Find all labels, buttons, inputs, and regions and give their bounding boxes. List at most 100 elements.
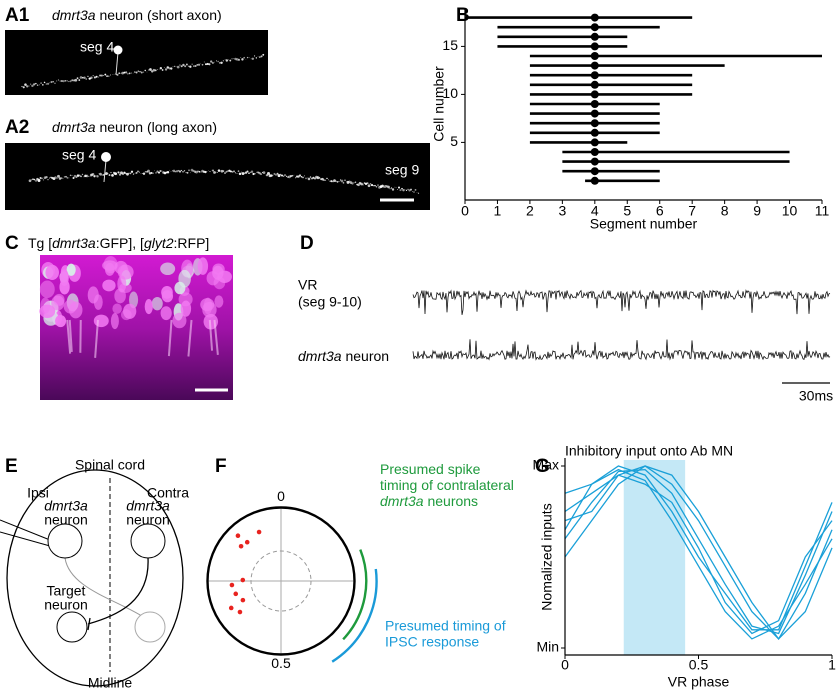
axon-dot: [231, 171, 234, 173]
phase-point: [238, 543, 244, 549]
axon-dot: [238, 172, 242, 176]
process: [66, 319, 72, 354]
axon-dot: [166, 66, 170, 69]
axon-dot: [161, 69, 164, 71]
axon-dot: [72, 176, 75, 179]
axon-dot: [353, 182, 355, 184]
axon-dot: [62, 178, 64, 180]
soma-position: [590, 109, 599, 118]
cell-body: [160, 306, 172, 321]
axon-dot: [156, 69, 158, 70]
x-tick-label: 11: [815, 203, 830, 219]
annotation: IPSC response: [385, 634, 479, 650]
text-run: dmrt3a: [298, 348, 342, 364]
panel-label: B: [456, 5, 470, 26]
axon-dot: [257, 55, 259, 57]
axon-dot: [36, 84, 39, 86]
axon-dot: [179, 64, 181, 66]
axon-dot: [346, 181, 347, 182]
axon-dot: [184, 65, 187, 68]
axon-dot: [172, 66, 174, 68]
neuron-label: dmrt3a: [126, 498, 170, 514]
cell-body: [59, 269, 69, 286]
axon-dot: [168, 67, 171, 70]
axon-dot: [267, 171, 270, 175]
axon-dot: [275, 174, 277, 176]
soma-position: [590, 119, 599, 128]
cell-body: [102, 279, 116, 292]
axon-dot: [118, 72, 121, 74]
cell-body: [161, 289, 174, 303]
phase-point: [228, 605, 234, 611]
trace-label: (seg 9-10): [298, 294, 362, 310]
axon-dot: [154, 170, 155, 172]
axon-dot: [377, 184, 379, 186]
axon-dot: [69, 174, 72, 177]
axon-dot: [248, 57, 250, 59]
cell-body: [110, 313, 119, 330]
neuron-label: Target: [47, 583, 86, 599]
text-run: dmrt3a: [52, 235, 96, 251]
axon-dot: [142, 173, 143, 174]
axon-dot: [139, 71, 141, 73]
axon-dot: [330, 180, 333, 183]
x-tick-label: 5: [623, 203, 631, 219]
x-tick-label: 4: [591, 203, 599, 219]
annotation: seg 4: [62, 147, 96, 163]
axon-dot: [118, 173, 122, 176]
axon-dot: [191, 63, 193, 65]
axon-dot: [88, 175, 89, 177]
axon-dot: [307, 177, 308, 179]
axon-dot: [236, 172, 238, 175]
axon-dot: [33, 83, 36, 86]
axon-dot: [210, 60, 213, 63]
axon-dot: [241, 172, 245, 175]
trace-label: VR: [298, 277, 317, 293]
axon-dot: [74, 78, 78, 82]
micrograph: [5, 30, 268, 95]
axon-dot: [134, 71, 136, 73]
cell-body: [160, 262, 176, 276]
panel-label: F: [215, 456, 227, 477]
axon-dot: [279, 173, 282, 176]
axon-dot: [265, 174, 269, 177]
axon-dot: [217, 60, 219, 63]
axon-dot: [412, 190, 413, 192]
side-label: Ipsi: [27, 485, 49, 501]
axon-dot: [387, 185, 390, 189]
axon-dot: [22, 86, 25, 89]
phase-point: [244, 539, 250, 545]
axon-dot: [37, 179, 41, 182]
axon-dot: [78, 79, 81, 81]
axon-dot: [212, 62, 214, 64]
axon-dot: [54, 176, 57, 179]
text-run: neurons: [424, 493, 478, 509]
axon-dot: [211, 169, 212, 171]
cell-body: [39, 304, 56, 318]
axon-dot: [104, 73, 107, 76]
axon-dot: [214, 61, 216, 63]
axon-dot: [144, 171, 147, 173]
axon-dot: [237, 58, 241, 61]
axon-dot: [316, 176, 320, 180]
axon-dot: [126, 172, 129, 176]
x-tick-label: 1: [828, 657, 836, 673]
axon-dot: [197, 63, 201, 66]
axon-dot: [309, 176, 312, 178]
axon-dot: [402, 189, 405, 192]
axon-dot: [244, 171, 248, 174]
axon-dot: [180, 169, 183, 172]
soma-position: [590, 32, 599, 41]
axon-dot: [87, 75, 89, 78]
phase-arc: [331, 568, 378, 663]
axon-dot: [262, 171, 266, 174]
axon-dot: [116, 174, 118, 176]
panel-label: E: [5, 456, 18, 477]
axon-dot: [342, 182, 345, 184]
soma-position: [590, 148, 599, 156]
axon-dot: [389, 187, 391, 190]
cell-body: [63, 299, 77, 314]
x-tick-label: 6: [656, 203, 664, 219]
phase-point: [237, 609, 243, 615]
axon-dot: [203, 61, 205, 63]
